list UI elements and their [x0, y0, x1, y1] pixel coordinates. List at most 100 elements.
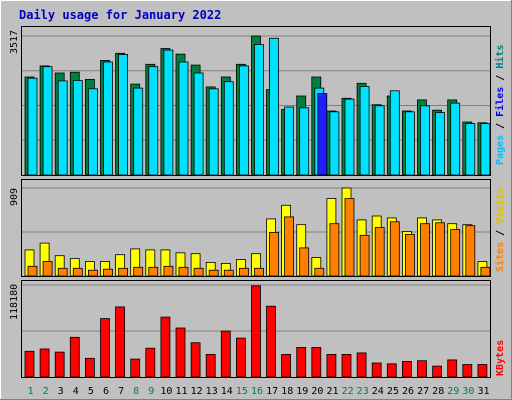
bar-sites-day-20 — [314, 267, 325, 277]
x-tick-label-day-12: 12 — [191, 386, 203, 397]
bar-kbytes-day-12 — [190, 342, 201, 378]
bar-kbytes-day-30 — [462, 364, 473, 378]
bar-sites-day-22 — [344, 198, 355, 277]
bar-files-day-26 — [404, 111, 415, 176]
bar-kbytes-day-13 — [205, 353, 216, 378]
x-tick-label-day-29: 29 — [447, 386, 459, 397]
bar-kbytes-day-3 — [54, 351, 65, 378]
bar-sites-day-31 — [480, 266, 491, 277]
bar-sites-day-5 — [88, 269, 98, 277]
bar-kbytes-day-18 — [281, 353, 292, 378]
bar-sites-day-23 — [359, 234, 370, 277]
legend-sep-2: / — [495, 69, 506, 87]
bar-files-day-2 — [42, 66, 53, 176]
bar-files-day-4 — [72, 80, 83, 176]
bar-kbytes-day-15 — [235, 337, 246, 378]
bar-kbytes-day-25 — [386, 363, 397, 378]
bar-kbytes-day-28 — [432, 365, 443, 378]
x-tick-label-day-7: 7 — [118, 386, 124, 397]
bar-files-day-22 — [344, 98, 355, 176]
bar-files-day-6 — [103, 61, 113, 176]
x-tick-label-day-9: 9 — [148, 386, 154, 397]
bar-sites-day-16 — [254, 267, 264, 277]
bar-files-day-29 — [450, 102, 461, 176]
bar-kbytes-day-9 — [145, 347, 156, 378]
legend-kbytes: KBytes — [495, 340, 506, 376]
bar-sites-day-7 — [118, 267, 128, 277]
bar-sites-day-14 — [223, 269, 234, 277]
x-tick-label-day-1: 1 — [27, 386, 33, 397]
x-tick-label-day-21: 21 — [326, 386, 338, 397]
panel-frame-hits-files-pages — [21, 26, 491, 176]
x-tick-label-day-18: 18 — [281, 386, 293, 397]
x-tick-label-day-14: 14 — [221, 386, 233, 397]
x-tick-label-day-2: 2 — [43, 386, 49, 397]
bar-files-day-17 — [269, 37, 279, 176]
bar-files-day-15 — [238, 65, 249, 176]
bar-kbytes-day-5 — [85, 357, 95, 378]
bar-kbytes-day-19 — [296, 346, 307, 378]
bar-sites-day-26 — [404, 233, 415, 277]
bar-sites-day-29 — [450, 229, 461, 277]
legend-kbytes-wrap: KBytes — [495, 340, 506, 376]
bar-kbytes-day-11 — [175, 327, 186, 378]
bar-kbytes-day-16 — [251, 285, 261, 378]
bar-sites-day-28 — [435, 222, 446, 277]
bar-kbytes-day-2 — [39, 348, 50, 378]
x-axis-labels: 1 2 3 4 5 6 7 8 9 10 11 12 13 14 15 16 17 18 19 20 21 22 23 24 2… — [27, 386, 489, 397]
bar-files-day-11 — [178, 61, 189, 176]
bar-files-day-10 — [163, 49, 174, 176]
bar-pages-day-20 — [317, 93, 328, 176]
bar-kbytes-day-26 — [401, 360, 412, 378]
bar-kbytes-day-22 — [341, 353, 352, 378]
bar-sites-day-6 — [103, 268, 113, 277]
bar-files-day-13 — [208, 88, 219, 176]
bar-kbytes-day-6 — [100, 318, 110, 378]
legend-sep-1: / — [495, 117, 506, 135]
bar-kbytes-day-10 — [160, 316, 171, 378]
bar-sites-day-19 — [299, 247, 310, 277]
bar-sites-day-12 — [193, 267, 204, 277]
panel3-ymax-label: 118180 — [9, 284, 20, 320]
chart-title: Daily usage for January 2022 — [19, 8, 221, 22]
panel-frame-kbytes — [21, 280, 491, 378]
bar-sites-day-15 — [238, 267, 249, 277]
x-tick-label-day-6: 6 — [103, 386, 109, 397]
bar-files-day-30 — [465, 123, 476, 176]
bar-sites-day-18 — [284, 216, 295, 277]
bar-kbytes-day-24 — [371, 362, 382, 378]
bar-files-day-1 — [27, 77, 38, 176]
bar-sites-day-4 — [72, 267, 83, 277]
bar-files-day-21 — [329, 111, 340, 176]
bar-sites-day-3 — [57, 267, 68, 277]
x-tick-label-day-27: 27 — [417, 386, 429, 397]
bar-sites-day-10 — [163, 265, 174, 277]
panel-frames — [21, 26, 491, 378]
bar-kbytes-day-8 — [130, 358, 141, 378]
x-tick-label-day-15: 15 — [236, 386, 248, 397]
x-tick-label-day-19: 19 — [296, 386, 308, 397]
bar-files-day-3 — [57, 80, 68, 176]
bar-files-day-27 — [420, 105, 430, 176]
bar-files-day-19 — [299, 107, 310, 176]
x-tick-label-day-24: 24 — [372, 386, 384, 397]
bar-kbytes-day-21 — [326, 353, 337, 378]
panel1-ymax-label: 3517 — [9, 30, 20, 54]
x-tick-label-day-4: 4 — [73, 386, 79, 397]
x-tick-label-day-8: 8 — [133, 386, 139, 397]
bar-sites-day-8 — [133, 266, 144, 277]
panel2-ymax-label: 909 — [9, 188, 20, 206]
bars — [24, 35, 491, 378]
x-tick-label-day-30: 30 — [462, 386, 474, 397]
bar-files-day-7 — [118, 54, 128, 176]
bar-sites-day-27 — [420, 223, 430, 277]
legend-hits: Hits — [494, 45, 506, 69]
legend-visits: Visits — [494, 188, 506, 224]
bar-sites-day-21 — [329, 223, 340, 277]
bar-files-day-16 — [254, 44, 264, 176]
x-tick-label-day-17: 17 — [266, 386, 278, 397]
bar-files-day-31 — [480, 123, 491, 176]
bar-sites-day-25 — [389, 221, 400, 277]
bar-kbytes-day-14 — [220, 330, 231, 378]
bar-kbytes-day-23 — [356, 352, 367, 378]
